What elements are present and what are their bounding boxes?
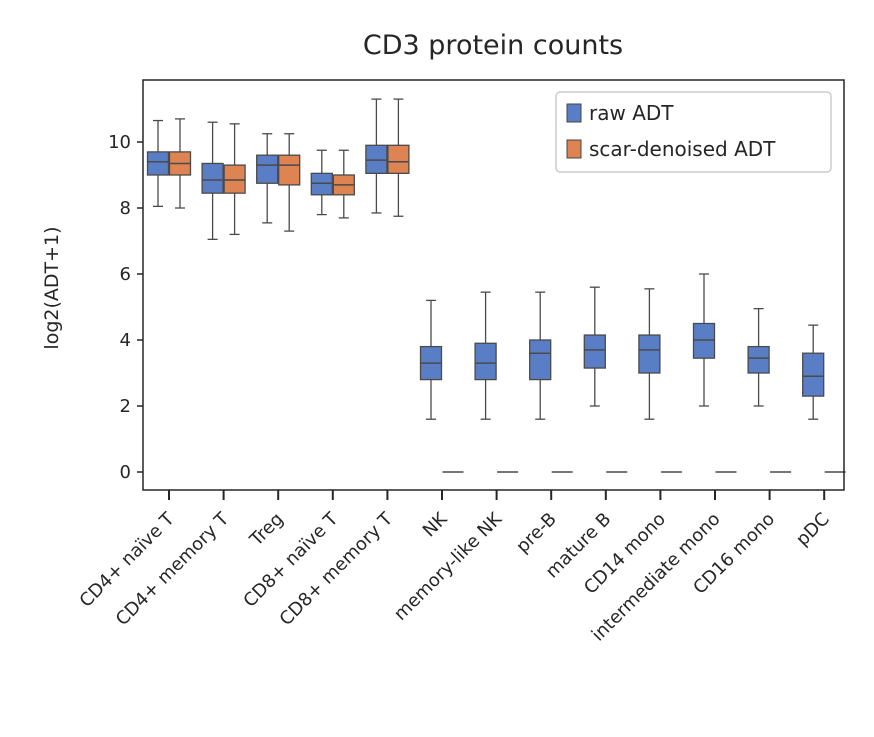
plot-frame <box>142 79 845 491</box>
legend-frame <box>555 91 832 173</box>
box-body <box>638 334 661 374</box>
x-tick-label: CD4+ naïve T <box>76 508 180 612</box>
box-raw-adt <box>529 291 552 420</box>
x-tick-label: CD8+ naïve T <box>239 508 343 612</box>
box-body <box>747 345 770 374</box>
box-body <box>201 162 224 194</box>
x-tick-label: Treg <box>245 509 287 551</box>
box-body <box>802 352 825 397</box>
y-axis: 0 2 4 6 8 10 <box>108 132 143 483</box>
box-raw-adt <box>638 288 661 420</box>
box-raw-adt <box>365 98 388 214</box>
y-tick-label: 6 <box>120 264 131 285</box>
box-body <box>146 151 170 176</box>
box-raw-adt <box>802 324 825 420</box>
box-raw-adt <box>692 273 716 407</box>
box-scar-denoised-adt <box>332 149 355 219</box>
y-tick-label: 10 <box>108 132 131 153</box>
x-tick-label: NK <box>419 508 453 542</box>
box-raw-adt <box>256 133 279 224</box>
y-axis-label: log2(ADT+1) <box>41 226 63 349</box>
box-body <box>278 154 301 186</box>
box-raw-adt <box>747 307 770 407</box>
y-tick-label: 4 <box>120 330 131 351</box>
legend-swatch-scar-denoised-adt <box>566 139 582 159</box>
box-scar-denoised-adt <box>387 98 410 217</box>
box-raw-adt <box>474 291 497 420</box>
legend: raw ADT scar-denoised ADT <box>555 91 832 173</box>
box-scar-denoised-adt <box>278 133 301 232</box>
chart-title: CD3 protein counts <box>363 30 623 61</box>
box-raw-adt <box>583 286 606 407</box>
legend-label-raw-adt: raw ADT <box>589 101 674 125</box>
box-body <box>474 342 497 381</box>
legend-label-scar-denoised-adt: scar-denoised ADT <box>589 137 776 161</box>
x-tick-label: pDC <box>792 509 834 551</box>
box-raw-adt <box>419 299 443 420</box>
box-raw-adt <box>310 149 333 216</box>
y-tick-label: 0 <box>120 462 131 483</box>
box-body <box>365 144 388 175</box>
box-body <box>310 172 333 196</box>
box-scar-denoised-adt <box>223 123 246 236</box>
box-raw-adt <box>201 121 224 241</box>
box-body <box>256 154 279 184</box>
box-body <box>529 339 552 381</box>
plot-area <box>146 98 846 473</box>
box-raw-adt <box>146 119 170 208</box>
box-scar-denoised-adt <box>168 118 192 209</box>
legend-swatch-raw-adt <box>566 103 582 123</box>
box-body <box>223 164 246 194</box>
x-tick-label: pre-B <box>512 509 561 558</box>
y-tick-label: 8 <box>120 198 131 219</box>
box-body <box>692 322 716 359</box>
box-body <box>583 334 606 369</box>
y-tick-label: 2 <box>120 396 131 417</box>
box-body <box>387 144 410 175</box>
